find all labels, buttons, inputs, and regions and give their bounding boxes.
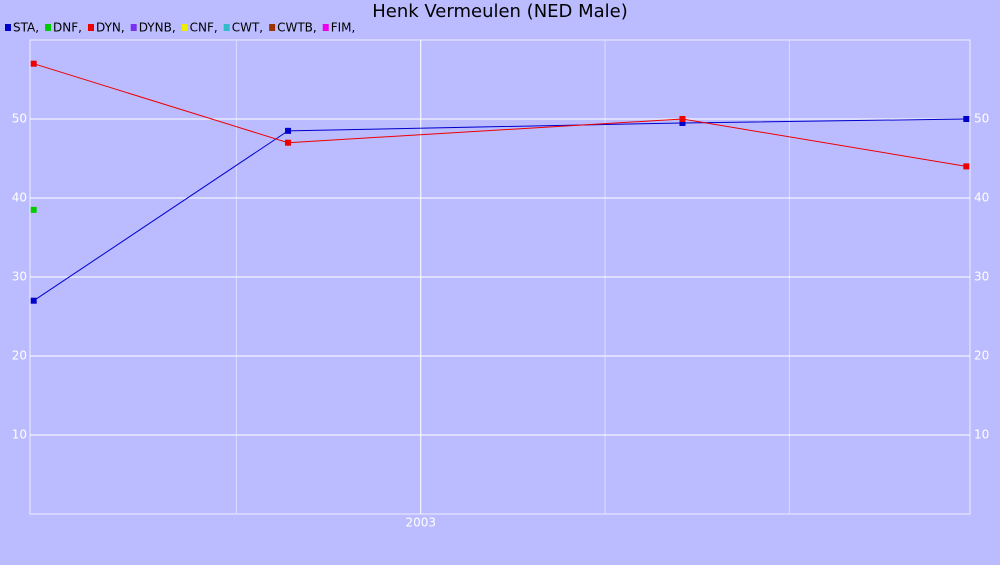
legend-swatch: [45, 24, 52, 31]
legend-label: DYNB,: [139, 21, 176, 35]
y-tick-label: 50: [974, 112, 989, 126]
legend-swatch: [5, 24, 11, 31]
y-tick-label: 20: [12, 349, 27, 363]
legend-swatch: [269, 24, 276, 31]
y-tick-label: 50: [12, 112, 27, 126]
y-tick-label: 30: [12, 270, 27, 284]
legend-label: STA,: [13, 21, 39, 35]
x-tick-label: 2003: [405, 516, 436, 530]
data-point: [679, 116, 686, 122]
legend-swatch: [181, 24, 188, 31]
legend-label: CNF,: [190, 21, 218, 35]
legend-label: DNF,: [53, 21, 82, 35]
legend-label: DYN,: [96, 21, 125, 35]
legend-label: FIM,: [331, 21, 356, 35]
data-point: [963, 116, 970, 122]
data-point: [679, 119, 686, 126]
series-line: [33, 63, 967, 167]
legend-swatch: [322, 24, 329, 31]
data-point: [30, 60, 37, 67]
chart-title: Henk Vermeulen (NED Male): [372, 1, 628, 22]
data-point: [30, 206, 37, 213]
data-point: [30, 297, 37, 304]
legend-label: CWT,: [232, 21, 263, 35]
legend-swatch: [130, 24, 137, 31]
data-point: [285, 139, 292, 146]
y-tick-label: 30: [974, 270, 989, 284]
data-point: [963, 163, 970, 170]
y-tick-label: 40: [974, 191, 989, 205]
series-line: [33, 118, 967, 302]
y-tick-label: 10: [12, 428, 27, 442]
y-tick-label: 40: [12, 191, 27, 205]
y-tick-label: 20: [974, 349, 989, 363]
data-point: [285, 127, 292, 134]
legend-swatch: [223, 24, 230, 31]
legend-swatch: [87, 24, 94, 31]
y-tick-label: 10: [974, 428, 989, 442]
legend-label: CWTB,: [277, 21, 317, 35]
